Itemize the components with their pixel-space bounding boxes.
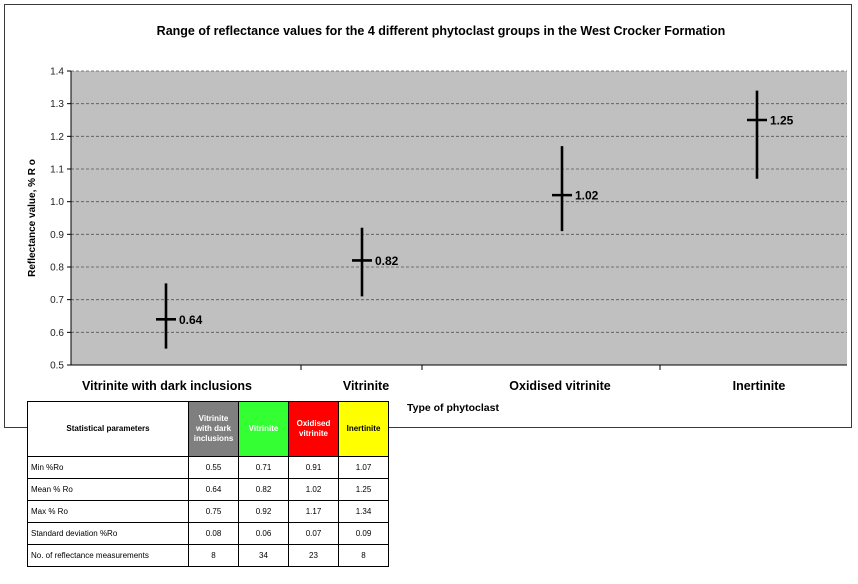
table-row: Max % Ro 0.75 0.92 1.17 1.34 (27, 500, 389, 523)
table-row: Standard deviation %Ro 0.08 0.06 0.07 0.09 (27, 522, 389, 545)
table-cell: 0.91 (288, 456, 339, 479)
x-category-label-vitrinite: Vitrinite (343, 379, 389, 393)
y-tick-label: 0.6 (50, 328, 64, 339)
y-tick-label: 0.8 (50, 263, 64, 274)
table-header-row: Statistical parameters Vitrinite with da… (27, 401, 389, 457)
table-cell: 1.17 (288, 500, 339, 523)
table-cell: 1.34 (338, 500, 389, 523)
y-tick-label: 0.7 (50, 295, 64, 306)
table-cell: 0.71 (238, 456, 289, 479)
range-chart: Range of reflectance values for the 4 di… (27, 24, 847, 414)
table-cell: 0.06 (238, 522, 289, 545)
table-cell: 34 (238, 544, 289, 567)
mean-label-oxidised-vitrinite: 1.02 (575, 189, 599, 203)
table-cell: 0.07 (288, 522, 339, 545)
plot-area (71, 71, 847, 365)
table-row-label: No. of reflectance measurements (27, 544, 189, 567)
table-cell: 0.75 (188, 500, 239, 523)
y-tick-label: 0.9 (50, 230, 64, 241)
table-cell: 0.92 (238, 500, 289, 523)
statistics-table: Statistical parameters Vitrinite with da… (27, 401, 389, 567)
y-axis: 0.5 0.6 0.7 0.8 0.9 1.0 1.1 1.2 1.3 1.4 (50, 67, 72, 372)
table-cell: 0.55 (188, 456, 239, 479)
table-row-label: Max % Ro (27, 500, 189, 523)
table-header-group: Inertinite (338, 401, 389, 457)
table-cell: 0.82 (238, 478, 289, 501)
table-row-label: Standard deviation %Ro (27, 522, 189, 545)
table-header-group: Vitrinite with dark inclusions (188, 401, 239, 457)
table-header-group: Oxidised vitrinite (288, 401, 339, 457)
chart-title: Range of reflectance values for the 4 di… (157, 24, 726, 38)
table-cell: 0.64 (188, 478, 239, 501)
table-cell: 0.09 (338, 522, 389, 545)
table-cell: 8 (338, 544, 389, 567)
y-tick-label: 1.0 (50, 197, 64, 208)
x-category-label-inertinite: Inertinite (733, 379, 786, 393)
x-category-label-vitrinite-with-dark-inclusions: Vitrinite with dark inclusions (82, 379, 252, 393)
table-cell: 8 (188, 544, 239, 567)
x-axis-label: Type of phytoclast (407, 402, 499, 414)
range-marks: 0.64 0.82 1.02 1.25 (156, 90, 794, 349)
mean-label-vitrinite: 0.82 (375, 254, 399, 268)
table-row-label: Mean % Ro (27, 478, 189, 501)
table-cell: 1.02 (288, 478, 339, 501)
y-tick-label: 1.4 (50, 67, 64, 78)
table-cell: 0.08 (188, 522, 239, 545)
x-axis: Vitrinite with dark inclusions Vitrinite O… (71, 364, 847, 393)
table-header-parameters: Statistical parameters (27, 401, 189, 457)
mean-label-vitrinite-with-dark-inclusions: 0.64 (179, 313, 203, 327)
table-body: Min %Ro 0.55 0.71 0.91 1.07 Mean % Ro 0.64 0.82… (27, 456, 389, 567)
table-header-group: Vitrinite (238, 401, 289, 457)
mean-label-inertinite: 1.25 (770, 114, 794, 128)
y-tick-label: 1.3 (50, 99, 64, 110)
y-axis-label: Reflectance value, % R o (27, 159, 38, 277)
table-row-label: Min %Ro (27, 456, 189, 479)
table-cell: 1.25 (338, 478, 389, 501)
y-tick-label: 1.1 (50, 165, 64, 176)
table-cell: 23 (288, 544, 339, 567)
chart-frame: Range of reflectance values for the 4 di… (4, 4, 852, 428)
y-tick-label: 1.2 (50, 132, 64, 143)
table-row: Min %Ro 0.55 0.71 0.91 1.07 (27, 456, 389, 479)
y-tick-label: 0.5 (50, 361, 64, 372)
table-cell: 1.07 (338, 456, 389, 479)
x-category-label-oxidised-vitrinite: Oxidised vitrinite (509, 379, 610, 393)
grid-lines (71, 70, 847, 333)
table-row: Mean % Ro 0.64 0.82 1.02 1.25 (27, 478, 389, 501)
table-row: No. of reflectance measurements 8 34 23 8 (27, 544, 389, 567)
